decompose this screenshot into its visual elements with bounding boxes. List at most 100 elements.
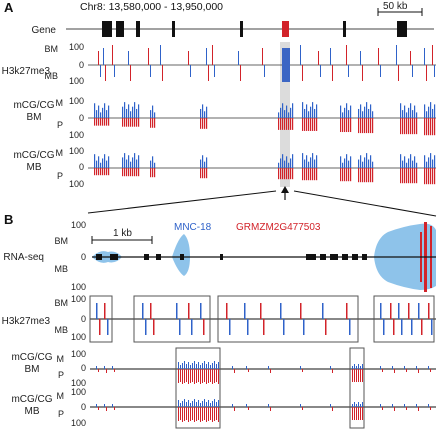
signal-bar (226, 303, 228, 319)
meth-down-bar (206, 168, 208, 179)
meth-down-bar (366, 118, 368, 134)
signal-bar (300, 45, 301, 65)
signal-bar (229, 319, 231, 335)
signal-bar (286, 48, 287, 82)
meth-down-bar (362, 168, 364, 183)
meth-down-bar (306, 168, 308, 181)
signal-bar (114, 65, 115, 77)
meth-down-bar (308, 118, 310, 131)
signal-bar (390, 303, 392, 319)
signal-bar (262, 48, 263, 65)
meth-up-bar (280, 107, 282, 118)
meth-up-bar (346, 154, 348, 168)
signal-bar (287, 48, 288, 82)
gene-label-mnc18: MNC-18 (174, 222, 212, 233)
a-h3k27me3-label: H3k27me3 (2, 66, 51, 77)
meth-up-bar (214, 361, 215, 369)
gene-track (66, 21, 434, 37)
a-mcg-mb-label1: mCG/CG (13, 150, 54, 161)
meth-up-bar (356, 404, 357, 407)
b-rna-tick-0: 0 (81, 252, 86, 262)
meth-up-bar (104, 103, 106, 118)
meth-up-bar (218, 362, 219, 369)
meth-up-bar (150, 110, 152, 118)
meth-down-bar (196, 369, 197, 383)
signal-bar (303, 319, 305, 335)
meth-down-bar (136, 118, 138, 127)
signal-bar (380, 65, 381, 77)
meth-up-bar (372, 161, 374, 168)
meth-down-bar (424, 118, 426, 136)
meth-up-bar (204, 161, 206, 168)
meth-up-bar (178, 362, 179, 369)
signal-bar (418, 303, 420, 319)
meth-down-bar (206, 118, 208, 129)
meth-up-bar (136, 159, 138, 168)
meth-up-bar (282, 154, 284, 168)
meth-up-bar (196, 402, 197, 407)
signal-bar (153, 319, 155, 335)
meth-down-bar (302, 369, 303, 372)
signal-bar (190, 65, 191, 77)
meth-up-bar (154, 112, 156, 118)
meth-down-bar (406, 168, 408, 184)
meth-down-bar (408, 118, 410, 135)
meth-up-bar (180, 403, 181, 407)
meth-up-bar (302, 102, 304, 118)
meth-down-bar (382, 407, 383, 410)
signal-bar (264, 65, 265, 77)
meth-up-bar (406, 162, 408, 168)
meth-down-bar (106, 407, 107, 411)
meth-up-bar (304, 108, 306, 118)
meth-up-bar (132, 157, 134, 168)
meth-down-bar (234, 369, 235, 373)
meth-down-bar (394, 369, 395, 373)
meth-down-bar (362, 407, 363, 420)
b-rna-mb-label: MB (55, 264, 69, 274)
meth-up-bar (104, 154, 106, 168)
meth-up-bar (138, 104, 140, 118)
meth-down-bar (192, 369, 193, 382)
gene-track-label: Gene (32, 25, 57, 36)
meth-up-bar (198, 362, 199, 369)
meth-up-bar (126, 159, 128, 168)
signal-bar (214, 65, 215, 77)
b-mcg-bm-tick-100a: 100 (71, 349, 86, 359)
meth-down-bar (218, 369, 219, 384)
meth-up-bar (186, 402, 187, 407)
meth-down-bar (372, 118, 374, 134)
meth-up-bar (360, 404, 361, 407)
meth-up-bar (112, 366, 113, 369)
meth-up-bar (104, 404, 105, 407)
meth-down-bar (208, 369, 209, 383)
meth-up-bar (404, 156, 406, 168)
signal-bar (247, 319, 249, 335)
meth-up-bar (102, 107, 104, 118)
signal-bar (99, 319, 101, 335)
b-rnaseq-label: RNA-seq (3, 252, 44, 263)
signal-bar (105, 65, 106, 81)
meth-up-bar (430, 102, 432, 118)
meth-up-bar (410, 103, 412, 118)
meth-down-bar (154, 118, 156, 128)
meth-up-bar (412, 160, 414, 168)
meth-up-bar (152, 105, 154, 118)
meth-up-bar (342, 162, 344, 168)
meth-down-bar (248, 369, 249, 372)
signal-bar (410, 51, 411, 65)
meth-up-bar (206, 157, 208, 168)
a-mcg-mb-track (88, 153, 436, 185)
signal-bar (393, 319, 395, 335)
meth-down-bar (214, 407, 215, 421)
meth-down-bar (180, 369, 181, 382)
meth-down-bar (106, 118, 108, 126)
signal-bar (282, 48, 283, 82)
b-mcg-bm-label2: BM (25, 364, 40, 375)
meth-up-bar (268, 366, 269, 369)
a-mcg-bm-tick-0: 0 (79, 113, 84, 123)
signal-bar (322, 303, 324, 319)
meth-down-bar (344, 118, 346, 133)
meth-down-bar (368, 168, 370, 183)
meth-down-bar (412, 168, 414, 184)
a-mcg-bm-track (88, 102, 436, 136)
